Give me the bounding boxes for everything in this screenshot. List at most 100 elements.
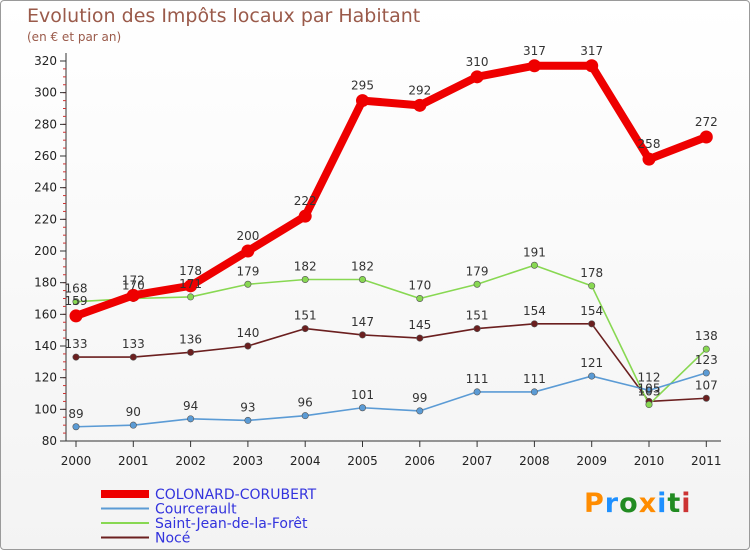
data-point [244,416,252,424]
y-tick-label: 140 [34,339,57,353]
data-label: 89 [68,407,83,421]
y-tick-label: 80 [42,434,57,448]
data-point [187,415,195,423]
x-tick-label: 2000 [61,454,92,468]
data-point [473,325,481,333]
legend-label: Nocé [155,531,190,547]
x-tick-label: 2011 [691,454,722,468]
data-point [473,388,481,396]
y-tick-label: 300 [34,86,57,100]
data-point [530,388,538,396]
x-tick-label: 2001 [118,454,149,468]
x-tick-label: 2003 [233,454,264,468]
data-point [416,407,424,415]
data-point [413,98,427,112]
y-tick-label: 260 [34,149,57,163]
data-point [301,275,309,283]
data-label: 168 [65,282,88,296]
y-tick-label: 180 [34,276,57,290]
data-label: 90 [126,405,141,419]
data-point [244,342,252,350]
data-point [358,404,366,412]
data-label: 292 [408,83,431,97]
data-point [358,331,366,339]
data-label: 112 [638,370,661,384]
data-label: 138 [695,329,718,343]
data-label: 121 [580,356,603,370]
data-point [187,348,195,356]
data-point [473,280,481,288]
data-label: 170 [122,279,145,293]
data-point [527,59,541,73]
proxiti-logo: Proxiti [584,488,692,519]
data-point [642,152,656,166]
chart-subtitle: (en € et par an) [27,30,122,44]
data-label: 111 [523,372,546,386]
y-tick-label: 240 [34,181,57,195]
data-point [416,294,424,302]
series-line-3 [76,323,707,403]
data-label: 182 [351,260,374,274]
data-point [184,279,198,293]
data-label: 103 [638,385,661,399]
logo-letter: r [604,488,620,519]
data-point [645,386,653,394]
data-point [645,401,653,409]
legend-label: Saint-Jean-de-la-Forêt [155,516,308,532]
data-point [129,353,137,361]
y-tick-label: 320 [34,54,57,68]
data-label: 295 [351,79,374,93]
chart-title: Evolution des Impôts locaux par Habitant [27,5,421,27]
data-point [129,421,137,429]
data-point [588,372,596,380]
y-tick-label: 160 [34,307,57,321]
data-label: 154 [523,304,546,318]
data-point [699,130,713,144]
data-label: 93 [240,400,255,414]
x-tick-label: 2010 [634,454,665,468]
data-point [588,320,596,328]
data-point [702,345,710,353]
data-label: 272 [695,115,718,129]
x-tick-label: 2008 [519,454,550,468]
data-label: 147 [351,315,374,329]
data-point [416,334,424,342]
data-point [241,244,255,258]
data-point [301,325,309,333]
data-point [187,293,195,301]
data-point [358,275,366,283]
data-label: 136 [179,332,202,346]
data-label: 111 [466,372,489,386]
data-label: 133 [122,337,145,351]
data-label: 94 [183,399,198,413]
data-label: 171 [179,277,202,291]
logo-letter: x [638,488,658,519]
data-label: 140 [236,326,259,340]
data-label: 317 [580,44,603,58]
data-point [530,261,538,269]
data-label: 182 [294,260,317,274]
legend-label: COLONARD-CORUBERT [155,487,317,503]
logo-letter: P [584,488,605,519]
x-tick-label: 2006 [405,454,436,468]
data-label: 222 [294,194,317,208]
data-point [588,282,596,290]
data-point [298,209,312,223]
data-point [301,412,309,420]
data-label: 151 [294,309,317,323]
data-point [69,309,83,323]
data-point [585,59,599,73]
logo-letter: i [681,488,692,519]
x-tick-label: 2007 [462,454,493,468]
y-tick-label: 120 [34,371,57,385]
data-point [356,94,369,108]
data-label: 191 [523,245,546,259]
data-point [244,280,252,288]
data-point [702,369,710,377]
data-label: 179 [466,264,489,278]
logo-letter: o [619,488,639,519]
legend-label: Courcerault [155,502,237,518]
